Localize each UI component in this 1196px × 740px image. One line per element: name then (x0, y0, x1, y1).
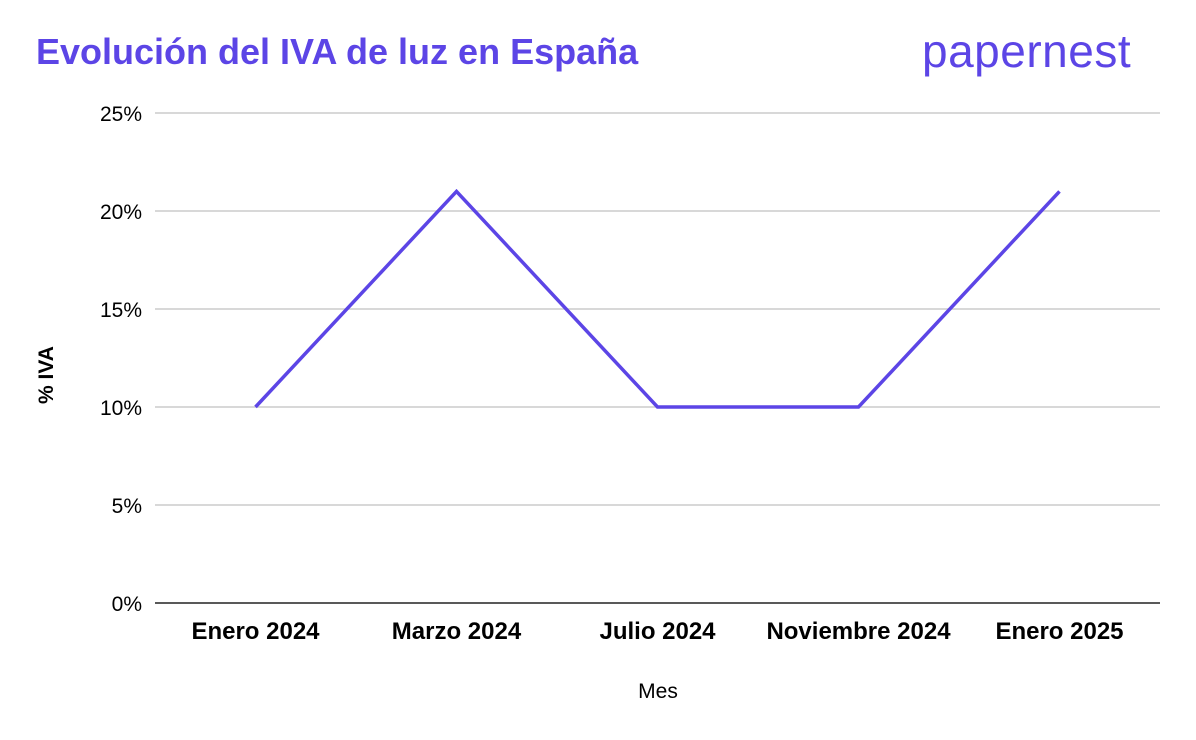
chart-title: Evolución del IVA de luz en España (36, 31, 639, 72)
series-lines (254, 188, 1061, 409)
gridlines (155, 112, 1160, 506)
y-axis-label: % IVA (35, 346, 58, 404)
x-tick-label: Enero 2024 (191, 618, 320, 645)
y-tick-label: 5% (112, 495, 142, 518)
y-tick-label: 0% (112, 593, 142, 616)
x-tick-label: Marzo 2024 (392, 618, 522, 645)
y-tick-label: 10% (100, 397, 142, 420)
x-axis-label: Mes (638, 680, 678, 703)
x-tick-label: Noviembre 2024 (766, 618, 951, 645)
x-tick-label: Julio 2024 (599, 618, 716, 645)
series-line (254, 188, 1061, 409)
y-tick-label: 25% (100, 103, 142, 126)
y-tick-label: 15% (100, 299, 142, 322)
x-tick-label: Enero 2025 (995, 618, 1123, 645)
y-tick-labels: 0% 5% 10% 15% 20% 25% (100, 103, 142, 616)
brand-logo: papernest (922, 25, 1132, 77)
x-tick-labels: Enero 2024 Marzo 2024 Julio 2024 Noviembre … (191, 618, 1123, 645)
y-tick-label: 20% (100, 201, 142, 224)
